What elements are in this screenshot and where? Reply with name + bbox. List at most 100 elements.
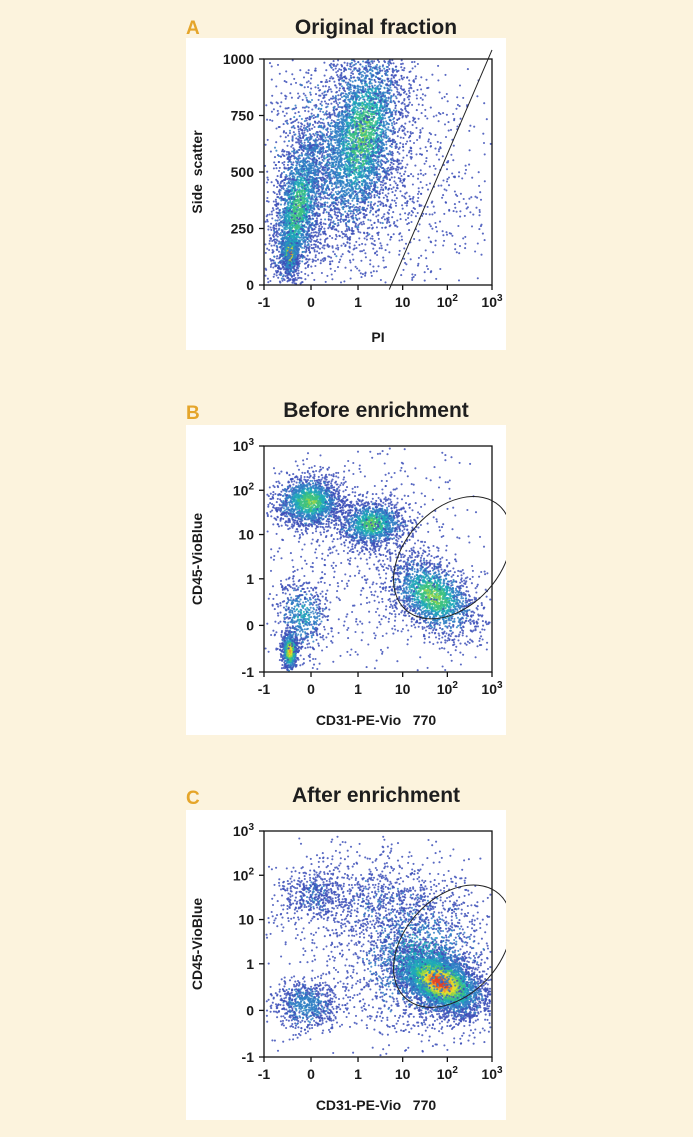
data-point (352, 210, 355, 213)
data-point (328, 111, 331, 114)
data-point (287, 204, 290, 207)
data-point (401, 62, 404, 65)
data-point (294, 182, 297, 185)
data-point (383, 113, 386, 117)
data-point (369, 63, 372, 66)
data-point (311, 164, 314, 167)
data-point (335, 91, 338, 94)
data-point (289, 212, 292, 215)
data-point (386, 177, 389, 181)
data-point (290, 183, 293, 186)
data-point (300, 152, 303, 155)
data-point (396, 88, 399, 91)
data-point (314, 116, 317, 119)
data-point (325, 117, 328, 120)
data-point (380, 133, 383, 136)
data-point (283, 231, 286, 234)
data-point (367, 218, 370, 221)
data-point (326, 205, 329, 208)
data-point (337, 224, 340, 227)
data-point (299, 136, 302, 139)
data-point (354, 187, 357, 190)
data-point (312, 189, 315, 192)
data-point (298, 265, 301, 268)
data-point (400, 74, 403, 77)
data-point (341, 145, 345, 149)
data-point (358, 205, 361, 208)
data-point (300, 177, 303, 181)
data-point (295, 266, 299, 269)
data-point (369, 192, 372, 196)
data-point (323, 100, 327, 103)
data-point (399, 162, 402, 165)
data-point (269, 265, 272, 268)
data-point (286, 276, 289, 280)
data-point (300, 189, 303, 192)
data-point (292, 246, 295, 249)
data-point (386, 99, 389, 102)
data-point (283, 237, 286, 240)
data-point (366, 85, 369, 88)
data-point (301, 260, 304, 263)
data-point (317, 201, 320, 204)
data-point (306, 260, 309, 263)
data-point (281, 234, 284, 237)
data-point (302, 92, 305, 95)
data-point (298, 259, 301, 263)
data-point (293, 255, 296, 258)
data-point (347, 201, 350, 204)
data-point (349, 159, 352, 162)
data-point (285, 218, 288, 221)
data-point (398, 117, 401, 120)
data-point (297, 253, 301, 256)
data-point (319, 227, 323, 230)
data-point (339, 97, 342, 101)
data-point (281, 225, 284, 228)
data-point (297, 224, 300, 227)
data-point (338, 105, 342, 109)
data-point (395, 122, 398, 125)
data-point (318, 214, 321, 217)
data-point (358, 222, 361, 225)
data-point (287, 202, 290, 205)
data-point (281, 237, 284, 240)
data-point (270, 181, 273, 184)
data-point (400, 59, 403, 62)
data-point (366, 150, 369, 153)
data-point (311, 207, 314, 210)
data-point (337, 105, 340, 109)
data-point (277, 242, 280, 245)
data-point (281, 198, 285, 201)
data-point (271, 251, 274, 254)
data-point (366, 68, 369, 71)
data-point (326, 127, 329, 130)
data-point (274, 265, 277, 268)
data-point (295, 170, 298, 173)
data-point (354, 106, 357, 109)
data-point (278, 218, 281, 221)
data-point (306, 254, 309, 257)
data-point (295, 238, 298, 241)
data-point (331, 245, 334, 248)
data-point (334, 98, 337, 102)
data-point (301, 98, 304, 101)
data-point (367, 204, 370, 207)
data-point (306, 186, 309, 189)
data-point (287, 257, 290, 260)
data-point (274, 200, 278, 203)
data-point (386, 74, 389, 77)
data-point (311, 229, 314, 232)
data-point (277, 190, 280, 193)
data-point (298, 190, 301, 193)
data-point (346, 64, 349, 67)
data-point (291, 260, 294, 263)
data-point (297, 277, 300, 280)
data-point (325, 69, 328, 72)
data-point (295, 278, 298, 281)
data-point (296, 245, 299, 248)
data-point (294, 234, 297, 237)
data-point (314, 245, 317, 248)
data-point (282, 207, 285, 211)
data-point (370, 115, 373, 118)
data-point (404, 218, 407, 221)
